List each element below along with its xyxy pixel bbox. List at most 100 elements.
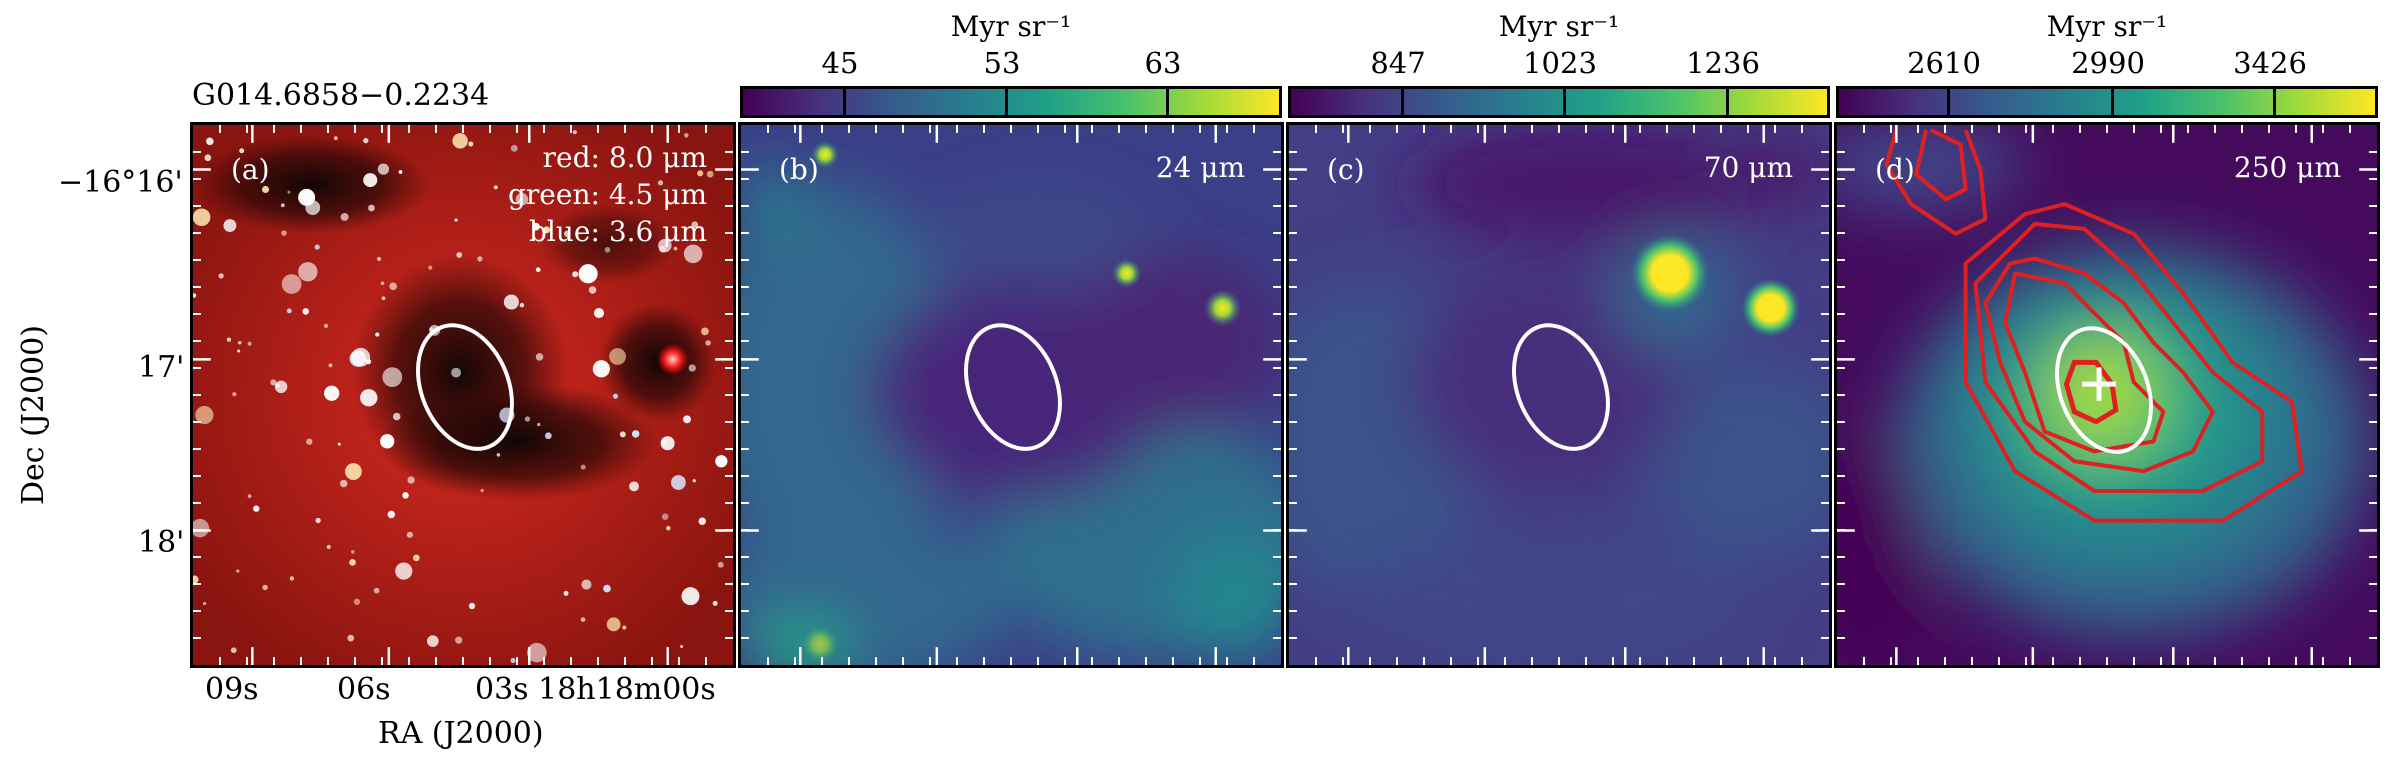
star-point [382, 367, 403, 387]
star-point [395, 562, 413, 580]
star-point [706, 170, 714, 178]
star-point [275, 383, 280, 388]
panel-a-legend-green: green: 4.5 μm [508, 178, 707, 211]
star-point [661, 439, 667, 445]
star-point [230, 647, 237, 654]
star-point [377, 163, 390, 175]
star-point [563, 230, 571, 238]
star-point [193, 208, 211, 227]
star-point [519, 302, 525, 308]
colorbar-b-tick-0: 45 [821, 46, 859, 80]
star-point [454, 218, 458, 222]
colorbar-c [1288, 86, 1830, 118]
panel-c-tag: (c) [1327, 153, 1365, 186]
star-point [680, 645, 684, 648]
star-point [580, 617, 586, 622]
star-point [247, 341, 252, 346]
star-point [287, 190, 291, 194]
star-point [392, 412, 401, 421]
star-point [701, 327, 709, 336]
star-point [347, 634, 355, 642]
star-point [360, 389, 378, 407]
star-point [389, 282, 398, 291]
colorbar-d-tick-0: 2610 [1907, 46, 1981, 80]
colorbar-tick-mark [1401, 89, 1404, 117]
star-point [349, 558, 356, 566]
star-point [717, 561, 724, 568]
star-point [373, 587, 380, 594]
star-point [305, 200, 321, 216]
star-point [314, 244, 320, 250]
star-point [604, 247, 611, 253]
panel-b-24um-image: (b) 24 μm [738, 122, 1284, 668]
star-point [524, 416, 531, 422]
star-point [670, 475, 686, 490]
star-point [402, 492, 409, 499]
star-point [622, 625, 627, 630]
ra-tick-label-0: 09s [205, 672, 259, 707]
star-point [376, 256, 382, 261]
colorbar-d-tick-1: 2990 [2071, 46, 2145, 80]
star-point [261, 185, 270, 194]
star-point [698, 517, 706, 525]
panel-d-wavelength: 250 μm [2233, 151, 2341, 184]
star-point [629, 481, 639, 492]
colorbar-c-unit: Myr sr⁻¹ [1498, 10, 1620, 43]
star-point [572, 271, 579, 278]
y-axis-label: Dec (J2000) [16, 325, 51, 505]
star-point [223, 219, 237, 233]
star-point [603, 584, 611, 593]
colorbar-b [740, 86, 1282, 118]
star-point [204, 154, 212, 162]
star-point [527, 642, 547, 663]
star-point [195, 405, 214, 425]
star-point [202, 602, 207, 606]
colorbar-tick-mark [1947, 89, 1950, 117]
star-point [705, 340, 711, 346]
colorbar-d [1836, 86, 2378, 118]
star-point [493, 185, 498, 190]
star-point [712, 600, 718, 606]
panel-c-70um-image: (c) 70 μm [1286, 122, 1832, 668]
star-point [253, 505, 260, 512]
star-point [289, 576, 295, 581]
star-point [345, 463, 362, 480]
star-point [683, 244, 703, 264]
panel-a-legend-red: red: 8.0 μm [542, 141, 707, 174]
star-point [510, 657, 516, 664]
panel-b-tag: (b) [779, 153, 819, 186]
star-point [387, 510, 396, 519]
star-point [363, 173, 378, 188]
star-point [543, 226, 551, 234]
star-point [380, 281, 385, 286]
star-point [606, 617, 621, 632]
star-point [451, 367, 462, 378]
colorbar-tick-mark [1005, 89, 1008, 117]
star-point [206, 137, 214, 146]
dec-tick-label-2: 18' [138, 525, 185, 560]
star-point [612, 393, 619, 399]
star-point [515, 193, 529, 206]
panel-a-tag: (a) [231, 153, 270, 186]
star-point [563, 590, 569, 596]
star-point [666, 526, 671, 531]
star-point [697, 170, 704, 177]
colorbar-tick-mark [1726, 89, 1729, 117]
star-point [537, 422, 541, 427]
dec-tick-label-0: −16°16' [58, 165, 183, 200]
source-title: G014.6858−0.2234 [192, 78, 490, 113]
star-point [315, 517, 321, 524]
star-point [333, 136, 338, 141]
ra-tick-label-1: 06s [337, 672, 391, 707]
star-point [262, 584, 268, 591]
x-axis-label: RA (J2000) [378, 716, 544, 751]
star-point [368, 204, 375, 212]
star-point [580, 268, 589, 277]
star-point [375, 332, 380, 337]
star-point [353, 598, 361, 605]
star-point [193, 518, 210, 538]
star-point [510, 144, 518, 152]
colorbar-tick-mark [843, 89, 846, 117]
star-point [226, 337, 232, 342]
star-point [298, 262, 318, 282]
